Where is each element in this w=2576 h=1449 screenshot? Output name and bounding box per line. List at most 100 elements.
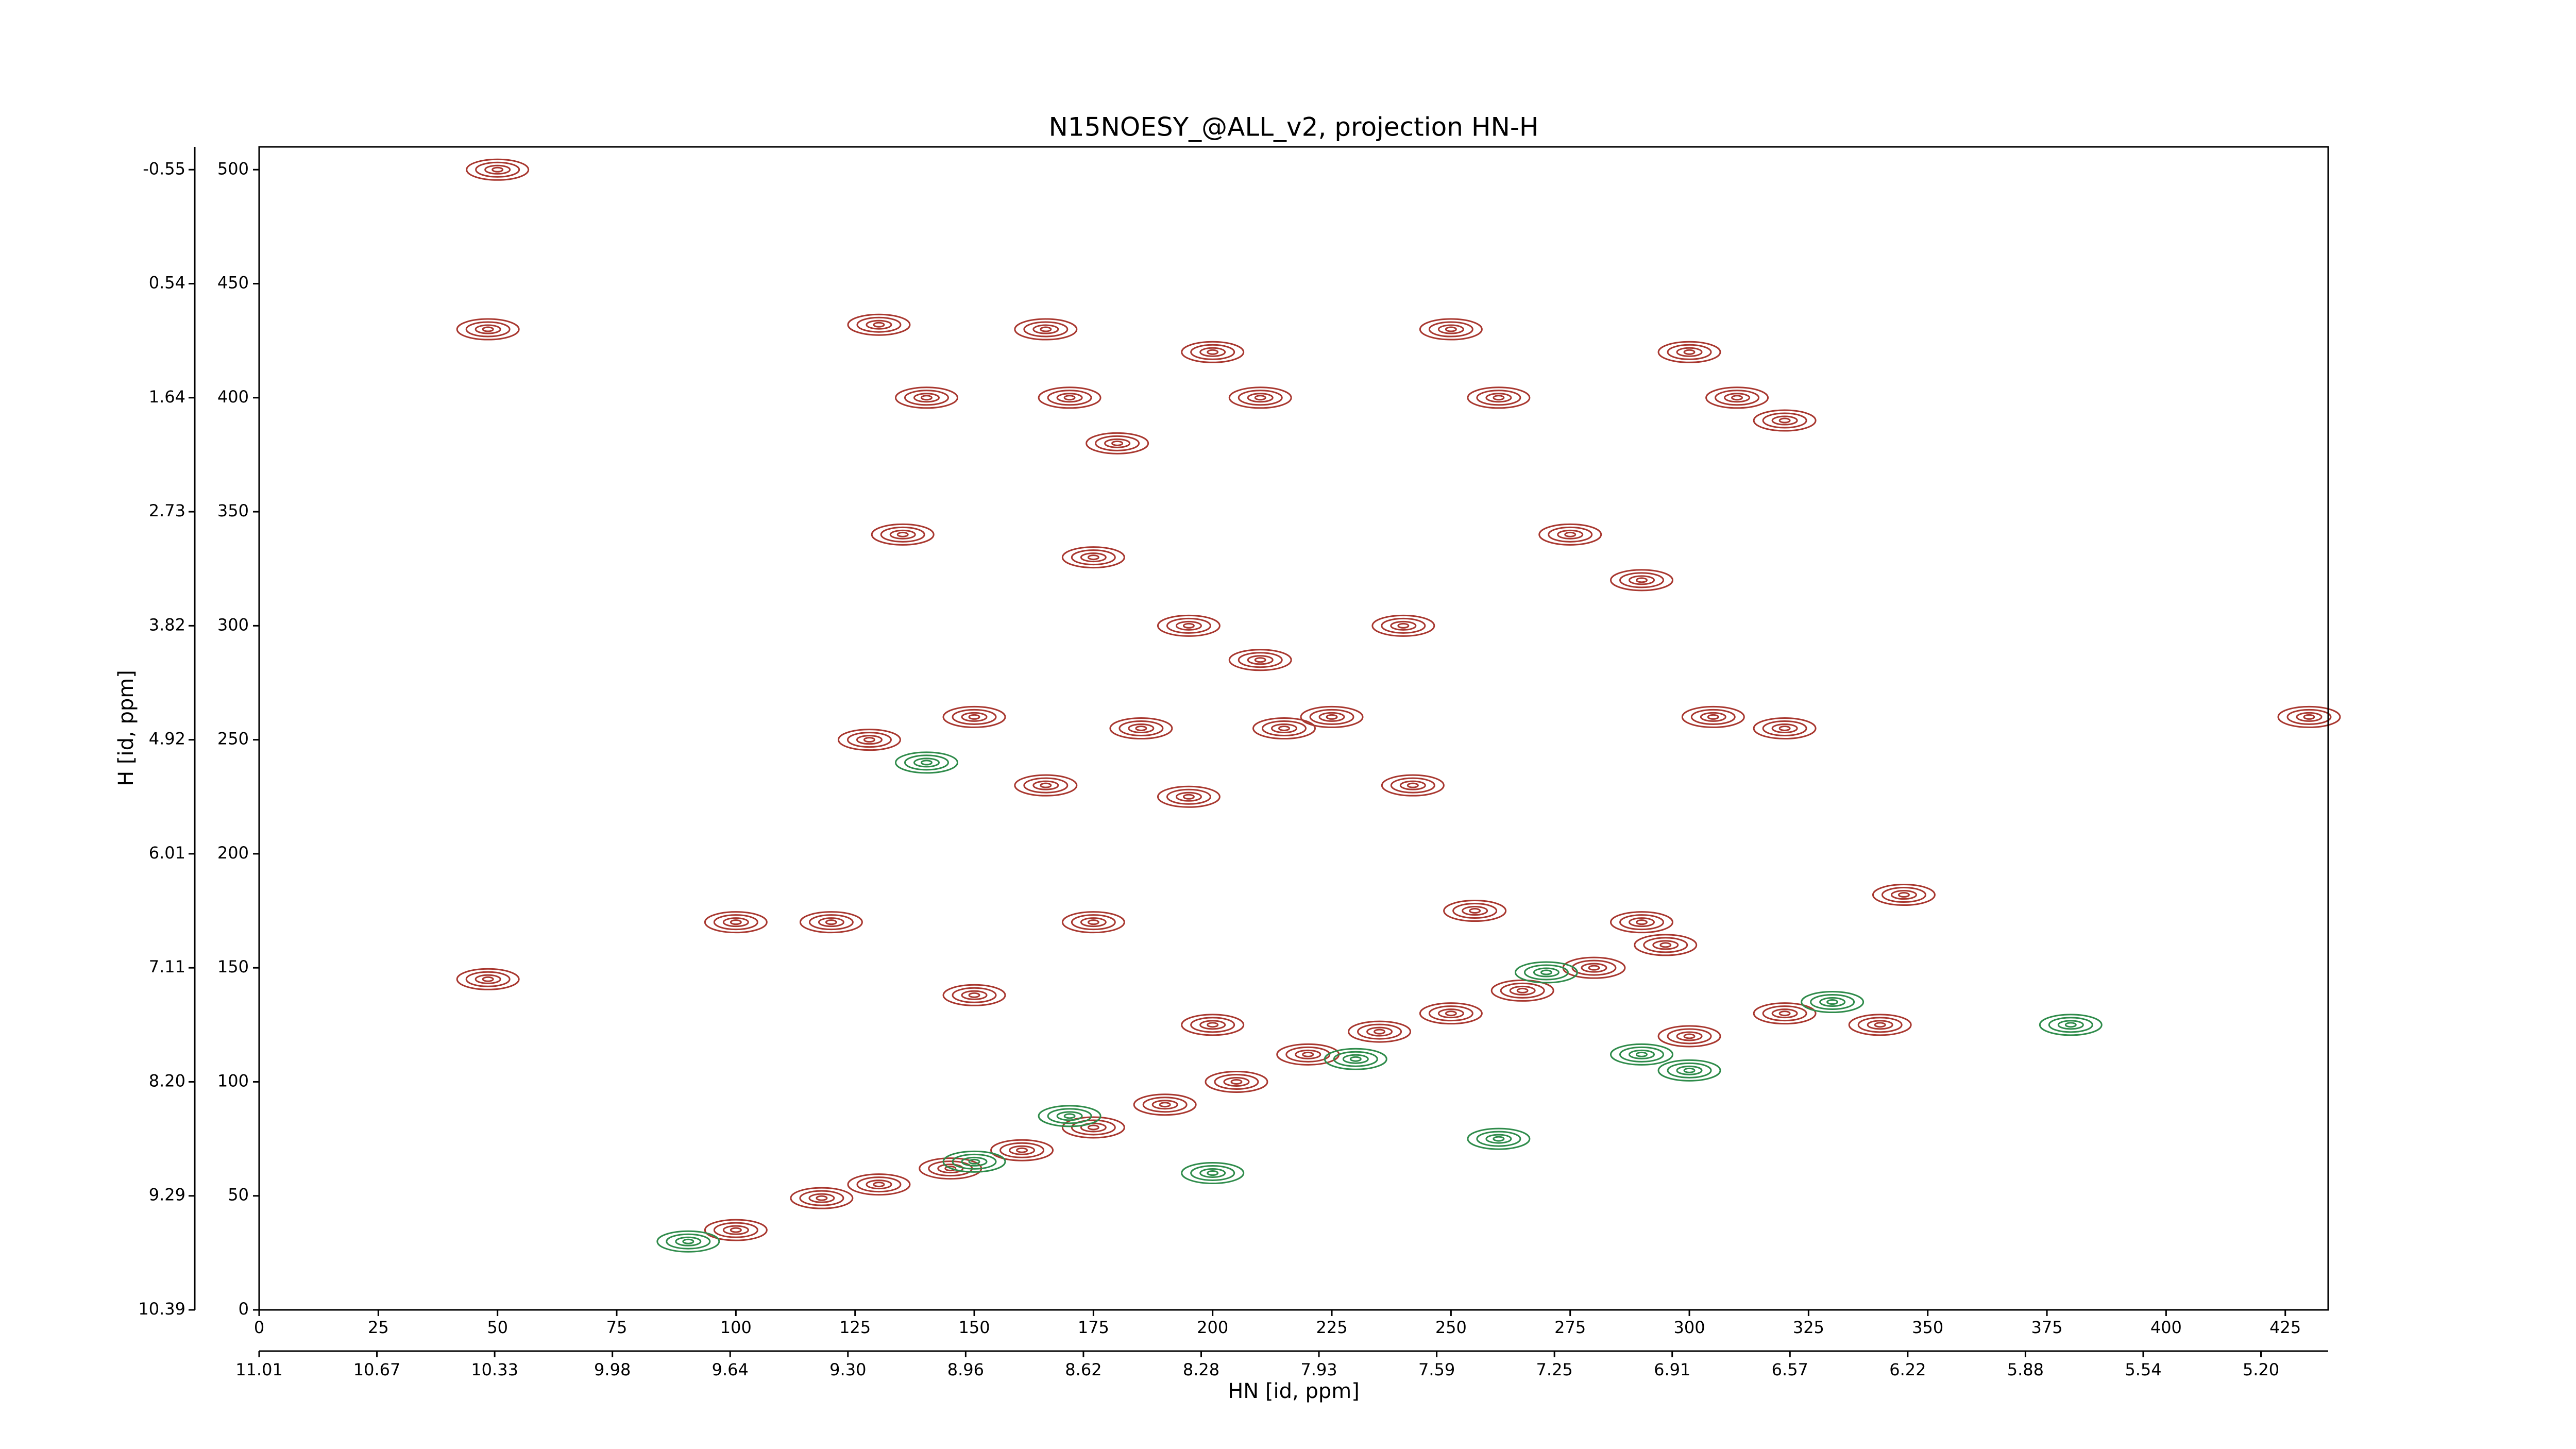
peak: [1634, 934, 1698, 956]
peak: [837, 729, 901, 751]
contour-ring: [1634, 934, 1698, 956]
contour-ring: [1399, 780, 1426, 790]
contour-ring: [1516, 987, 1529, 993]
contour-ring: [1548, 526, 1593, 543]
contour-ring: [1715, 390, 1760, 406]
x2-tick-label: 7.93: [1300, 1360, 1337, 1379]
peak: [1514, 961, 1578, 984]
contour-ring: [894, 751, 958, 774]
contour-ring: [1801, 991, 1865, 1014]
contour-ring: [656, 1230, 720, 1253]
contour-ring: [1485, 1134, 1512, 1144]
contour-ring: [1032, 780, 1059, 790]
peak: [704, 911, 768, 934]
contour-ring: [1443, 900, 1507, 922]
contour-ring: [1683, 349, 1696, 355]
peak: [1657, 1025, 1721, 1048]
contour-ring: [1437, 324, 1464, 334]
contour-ring: [1428, 321, 1473, 338]
contour-ring: [1349, 1056, 1362, 1062]
contour-ring: [1381, 774, 1445, 797]
contour-ring: [825, 919, 837, 925]
contour-ring: [920, 760, 933, 766]
contour-ring: [1667, 1028, 1712, 1044]
contour-ring: [999, 1142, 1045, 1158]
contour-ring: [1778, 726, 1791, 731]
x-tick-label: 300: [1673, 1318, 1705, 1337]
contour-ring: [968, 992, 980, 998]
contour-ring: [2057, 1020, 2084, 1030]
contour-ring: [1207, 1170, 1219, 1176]
contour-ring: [1207, 349, 1219, 355]
x2-tick-label: 9.64: [712, 1360, 749, 1379]
peak: [990, 1139, 1054, 1161]
contour-ring: [1857, 1017, 1903, 1033]
peak: [1061, 546, 1125, 569]
contour-ring: [856, 735, 883, 745]
contour-ring: [1190, 1017, 1235, 1033]
peak: [942, 705, 1006, 728]
peak: [1205, 1070, 1268, 1093]
x-tick-label: 225: [1316, 1318, 1347, 1337]
peak: [1133, 1093, 1197, 1116]
contour-ring: [1252, 717, 1316, 739]
contour-ring: [1199, 347, 1226, 357]
contour-ring: [944, 1166, 957, 1172]
contour-ring: [1261, 720, 1307, 736]
contour-ring: [1724, 393, 1751, 403]
contour-ring: [1009, 1145, 1036, 1155]
contour-ring: [1278, 726, 1290, 731]
contour-ring: [871, 523, 935, 546]
contour-ring: [1342, 1054, 1369, 1064]
y-tick-label: 500: [217, 159, 249, 178]
contour-ring: [856, 316, 902, 333]
contour-ring: [1047, 390, 1092, 406]
contour-ring: [1683, 1033, 1696, 1039]
contour-ring: [1629, 1049, 1655, 1059]
y-tick-label: 0: [239, 1299, 249, 1319]
contour-ring: [1500, 982, 1545, 999]
contour-ring: [1676, 1031, 1703, 1041]
contour-ring: [942, 705, 1006, 728]
contour-ring: [713, 914, 758, 931]
contour-ring: [1086, 432, 1149, 454]
contour-ring: [1104, 438, 1131, 448]
contour-ring: [1230, 1079, 1243, 1085]
y-axis-label: H [id, ppm]: [114, 670, 138, 786]
contour-ring: [1157, 785, 1221, 808]
contour-ring: [1061, 911, 1125, 934]
contour-ring: [1205, 1070, 1268, 1093]
contour-ring: [904, 754, 949, 771]
contour-ring: [1270, 723, 1297, 733]
contour-ring: [1690, 709, 1736, 725]
contour-ring: [1493, 1136, 1505, 1142]
contour-ring: [1476, 390, 1521, 406]
contour-ring: [1254, 395, 1266, 401]
y-tick-label: 100: [217, 1071, 249, 1090]
contour-ring: [968, 1158, 980, 1165]
contour-ring: [1762, 720, 1807, 736]
contour-ring: [952, 987, 997, 1003]
y2-tick-label: 1.64: [149, 387, 185, 407]
y-tick-label: 150: [217, 957, 249, 976]
contour-ring: [482, 326, 494, 332]
contour-ring: [799, 911, 863, 934]
y2-tick-label: 7.11: [149, 957, 185, 976]
contour-ring: [1667, 344, 1712, 360]
contour-ring: [1753, 409, 1817, 432]
contour-ring: [1309, 709, 1354, 725]
peak: [1157, 785, 1221, 808]
contour-ring: [2303, 714, 2315, 720]
contour-ring: [990, 1139, 1054, 1161]
x2-tick-label: 6.57: [1772, 1360, 1808, 1379]
contour-ring: [730, 1227, 742, 1233]
contour-ring: [1643, 937, 1688, 953]
y2-tick-label: 2.73: [149, 501, 185, 520]
contour-ring: [1819, 997, 1846, 1007]
peak: [1181, 1161, 1245, 1184]
contour-ring: [1557, 529, 1584, 540]
y-tick-label: 50: [228, 1185, 249, 1205]
peak: [1753, 409, 1817, 432]
contour-ring: [1636, 577, 1648, 583]
